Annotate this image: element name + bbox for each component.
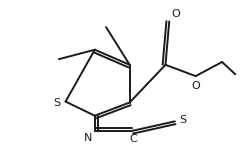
Text: S: S: [54, 97, 61, 107]
Text: C: C: [129, 134, 137, 144]
Text: O: O: [191, 81, 200, 91]
Text: O: O: [171, 9, 180, 19]
Text: N: N: [84, 133, 92, 143]
Text: S: S: [180, 115, 187, 125]
